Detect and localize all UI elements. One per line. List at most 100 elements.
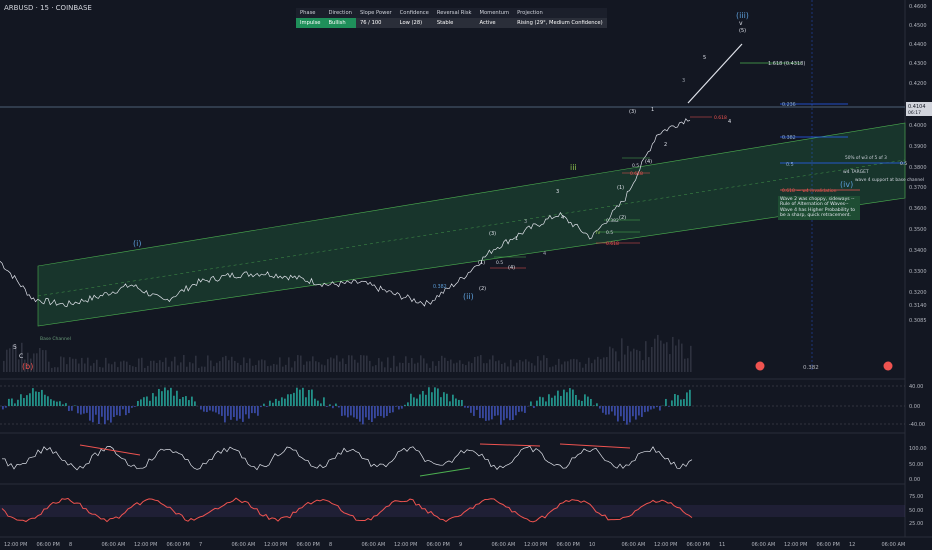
- volume-bar: [246, 363, 248, 372]
- volume-bar: [633, 348, 635, 372]
- volume-bar: [285, 364, 287, 372]
- volume-bar: [207, 355, 209, 372]
- time-tick-label: 10: [589, 542, 595, 548]
- price-tick-label: 0.3085: [909, 318, 927, 324]
- volume-bar: [348, 355, 350, 372]
- osc1-bar: [554, 395, 556, 406]
- price-tick-label: 0.3300: [909, 269, 927, 275]
- osc1-bar: [584, 394, 586, 406]
- osc1-bar: [296, 387, 298, 406]
- low-fib-0382-label: 0.382: [433, 284, 447, 290]
- volume-bar: [339, 361, 341, 372]
- osc1-bar: [323, 397, 325, 406]
- time-tick-label: 8: [329, 542, 332, 548]
- volume-bar: [261, 359, 263, 372]
- osc1-bar: [539, 396, 541, 406]
- volume-bar: [219, 361, 221, 372]
- osc1-bar: [602, 406, 604, 413]
- osc1-bar: [335, 403, 337, 406]
- oscillator-1: 40.00 0.00 -40.00: [0, 384, 925, 428]
- volume-bar: [282, 366, 284, 372]
- volume-bar: [462, 363, 464, 372]
- fib-0618-label: 0.618 — w4 invalidation: [782, 188, 837, 194]
- time-tick-label: 12:00 PM: [784, 542, 807, 548]
- volume-bar: [435, 365, 437, 372]
- osc1-bar: [143, 397, 145, 406]
- volume-bar: [408, 362, 410, 372]
- osc1-bar: [368, 406, 370, 420]
- price-tick-label: 0.3600: [909, 206, 927, 212]
- osc1-bar: [8, 398, 10, 406]
- wave-iv-green: iv: [596, 230, 600, 236]
- volume-bar: [30, 358, 32, 372]
- volume-bar: [591, 363, 593, 372]
- volume-bar: [438, 360, 440, 372]
- wave-3-paren: (3): [629, 109, 636, 115]
- price-tick-label: 0.4300: [909, 61, 927, 67]
- volume-bar: [657, 334, 659, 372]
- volume-bar: [519, 359, 521, 372]
- osc1-bar: [35, 391, 37, 406]
- osc1-bar: [206, 406, 208, 413]
- info-panel-value-row: Impulse Bullish 76 / 100 Low (28) Stable…: [296, 18, 607, 28]
- volume-bar: [423, 358, 425, 372]
- wave-2-paren-b: (2): [479, 286, 486, 292]
- osc1-bar: [233, 406, 235, 418]
- base-channel-label: Base Channel: [40, 336, 71, 342]
- volume-bar: [48, 361, 50, 372]
- volume-bar: [132, 366, 134, 372]
- wave-iii-green: iii: [570, 163, 577, 172]
- price-tick-label: 0.4000: [909, 123, 927, 129]
- volume-bar: [168, 366, 170, 372]
- price-tick-label: 0.4500: [909, 23, 927, 29]
- volume-bar: [234, 360, 236, 372]
- event-marker-icon[interactable]: [755, 361, 765, 371]
- osc1-bar: [179, 399, 181, 406]
- volume-bar: [3, 360, 5, 372]
- volume-bar: [378, 358, 380, 372]
- osc1-bar: [302, 387, 304, 406]
- volume-bar: [600, 359, 602, 372]
- osc1-bar: [395, 406, 397, 407]
- osc1-bar: [557, 390, 559, 406]
- wave-note-text: Wave 2 was choppy, sideways --Rule of Al…: [778, 196, 860, 220]
- volume-bar: [603, 357, 605, 372]
- osc1-bar: [56, 401, 58, 406]
- osc1-bar: [671, 400, 673, 406]
- osc1-bar: [59, 401, 61, 406]
- volume-bar: [579, 362, 581, 372]
- volume-bar: [594, 359, 596, 372]
- osc1-bar: [317, 400, 319, 406]
- osc1-bar: [71, 406, 73, 411]
- time-tick-label: 06:00 AM: [232, 542, 256, 548]
- volume-bar: [6, 349, 8, 372]
- osc1-bar: [650, 406, 652, 410]
- wave-ii-blue: (ii): [463, 292, 474, 301]
- osc1-bar: [305, 397, 307, 406]
- volume-bar: [360, 355, 362, 372]
- volume-bar: [111, 364, 113, 372]
- volume-bar: [186, 366, 188, 372]
- volume-bar: [399, 362, 401, 372]
- osc1-bar: [212, 406, 214, 412]
- volume-bar: [150, 360, 152, 372]
- osc1-bar: [185, 396, 187, 406]
- volume-bar: [117, 367, 119, 372]
- osc1-bar: [377, 406, 379, 416]
- osc1-bar: [95, 406, 97, 415]
- price-tick-label: 0.3140: [909, 303, 927, 309]
- wave-1-paren: (1): [617, 185, 624, 191]
- osc1-bar: [11, 398, 13, 406]
- value-reversal-risk: Stable: [432, 18, 476, 28]
- time-tick-label: 06:00 AM: [882, 542, 906, 548]
- osc1-bar: [605, 406, 607, 415]
- osc1-tick-label: -40.00: [909, 422, 925, 428]
- osc1-bar: [188, 400, 190, 406]
- volume-bar: [417, 362, 419, 372]
- volume-bar: [534, 365, 536, 372]
- event-marker-icon[interactable]: [883, 361, 893, 371]
- volume-bar: [351, 355, 353, 372]
- osc1-bar: [203, 406, 205, 412]
- osc1-bar: [608, 406, 610, 415]
- price-tick-label: 0.3700: [909, 185, 927, 191]
